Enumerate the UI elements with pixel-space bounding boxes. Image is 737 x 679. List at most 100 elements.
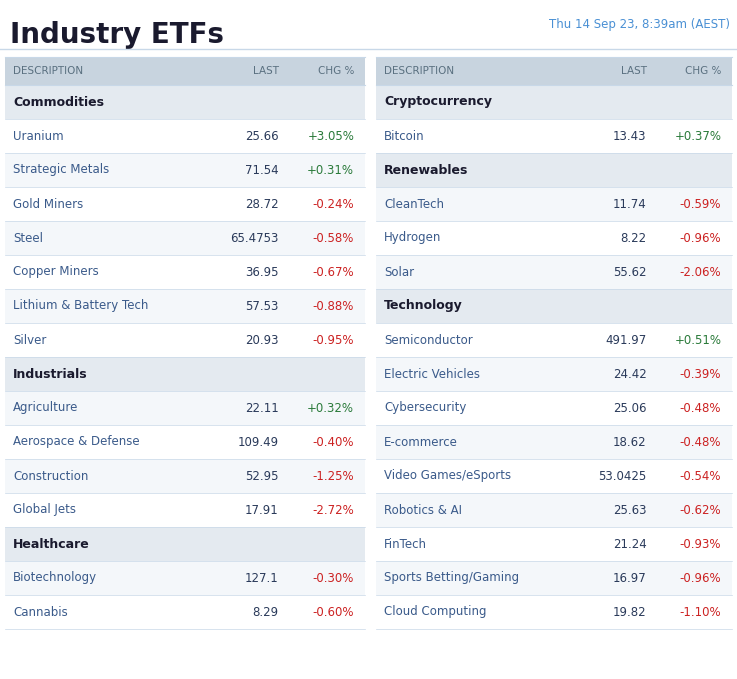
Bar: [376, 459, 732, 493]
Text: 53.0425: 53.0425: [598, 469, 646, 483]
Bar: [376, 187, 732, 221]
Text: Robotics & AI: Robotics & AI: [384, 504, 462, 517]
Text: Hydrogen: Hydrogen: [384, 232, 441, 244]
Text: 491.97: 491.97: [605, 333, 646, 346]
Text: LAST: LAST: [621, 66, 646, 76]
Text: -0.24%: -0.24%: [312, 198, 354, 210]
Text: 57.53: 57.53: [245, 299, 279, 312]
Text: -0.40%: -0.40%: [312, 435, 354, 449]
Text: Industry ETFs: Industry ETFs: [10, 21, 224, 49]
Text: +0.32%: +0.32%: [307, 401, 354, 414]
Bar: [376, 57, 732, 85]
Text: -0.60%: -0.60%: [312, 606, 354, 619]
Bar: [5, 221, 365, 255]
Bar: [376, 527, 732, 561]
Text: -0.95%: -0.95%: [312, 333, 354, 346]
Text: Strategic Metals: Strategic Metals: [13, 164, 109, 177]
Text: 21.24: 21.24: [612, 538, 646, 551]
Text: 127.1: 127.1: [245, 572, 279, 585]
Text: -0.59%: -0.59%: [680, 198, 722, 210]
Text: Cryptocurrency: Cryptocurrency: [384, 96, 492, 109]
Text: E-commerce: E-commerce: [384, 435, 458, 449]
Text: 36.95: 36.95: [245, 265, 279, 278]
Text: Cybersecurity: Cybersecurity: [384, 401, 467, 414]
Text: 11.74: 11.74: [612, 198, 646, 210]
Text: 24.42: 24.42: [612, 367, 646, 380]
Bar: [376, 255, 732, 289]
Text: Bitcoin: Bitcoin: [384, 130, 425, 143]
Text: Sports Betting/Gaming: Sports Betting/Gaming: [384, 572, 519, 585]
Bar: [5, 527, 365, 561]
Bar: [5, 425, 365, 459]
Bar: [5, 255, 365, 289]
Text: +0.37%: +0.37%: [674, 130, 722, 143]
Bar: [376, 153, 732, 187]
Bar: [5, 323, 365, 357]
Bar: [5, 85, 365, 119]
Text: Solar: Solar: [384, 265, 414, 278]
Text: Biotechnology: Biotechnology: [13, 572, 97, 585]
Text: Cloud Computing: Cloud Computing: [384, 606, 486, 619]
Text: 25.63: 25.63: [613, 504, 646, 517]
Text: -0.48%: -0.48%: [680, 401, 722, 414]
Text: CleanTech: CleanTech: [384, 198, 444, 210]
Text: -0.48%: -0.48%: [680, 435, 722, 449]
Text: 16.97: 16.97: [612, 572, 646, 585]
Bar: [5, 289, 365, 323]
Text: Aerospace & Defense: Aerospace & Defense: [13, 435, 139, 449]
Text: 25.06: 25.06: [613, 401, 646, 414]
Bar: [376, 119, 732, 153]
Bar: [5, 493, 365, 527]
Text: 8.22: 8.22: [621, 232, 646, 244]
Text: 8.29: 8.29: [253, 606, 279, 619]
Text: 13.43: 13.43: [613, 130, 646, 143]
Bar: [376, 595, 732, 629]
Bar: [5, 357, 365, 391]
Bar: [5, 561, 365, 595]
Text: Healthcare: Healthcare: [13, 538, 90, 551]
Text: DESCRIPTION: DESCRIPTION: [13, 66, 83, 76]
Text: -0.93%: -0.93%: [680, 538, 722, 551]
Text: -0.58%: -0.58%: [312, 232, 354, 244]
Bar: [376, 357, 732, 391]
Text: Commodities: Commodities: [13, 96, 104, 109]
Bar: [5, 153, 365, 187]
Bar: [5, 459, 365, 493]
Text: FinTech: FinTech: [384, 538, 427, 551]
Text: Electric Vehicles: Electric Vehicles: [384, 367, 480, 380]
Text: Gold Miners: Gold Miners: [13, 198, 83, 210]
Text: -0.39%: -0.39%: [680, 367, 722, 380]
Text: 109.49: 109.49: [237, 435, 279, 449]
Text: Semiconductor: Semiconductor: [384, 333, 472, 346]
Bar: [376, 221, 732, 255]
Text: 65.4753: 65.4753: [230, 232, 279, 244]
Text: Steel: Steel: [13, 232, 43, 244]
Bar: [5, 187, 365, 221]
Bar: [376, 85, 732, 119]
Text: -1.10%: -1.10%: [680, 606, 722, 619]
Text: Technology: Technology: [384, 299, 463, 312]
Text: Construction: Construction: [13, 469, 88, 483]
Text: -0.54%: -0.54%: [680, 469, 722, 483]
Text: -0.96%: -0.96%: [680, 572, 722, 585]
Text: CHG %: CHG %: [318, 66, 354, 76]
Bar: [376, 493, 732, 527]
Text: -0.96%: -0.96%: [680, 232, 722, 244]
Bar: [376, 561, 732, 595]
Text: Lithium & Battery Tech: Lithium & Battery Tech: [13, 299, 148, 312]
Text: -0.67%: -0.67%: [312, 265, 354, 278]
Text: Industrials: Industrials: [13, 367, 88, 380]
Bar: [5, 391, 365, 425]
Text: -2.72%: -2.72%: [312, 504, 354, 517]
Text: Agriculture: Agriculture: [13, 401, 78, 414]
Bar: [5, 119, 365, 153]
Text: -0.62%: -0.62%: [680, 504, 722, 517]
Text: 17.91: 17.91: [245, 504, 279, 517]
Text: Silver: Silver: [13, 333, 46, 346]
Text: 20.93: 20.93: [245, 333, 279, 346]
Text: LAST: LAST: [253, 66, 279, 76]
Bar: [5, 595, 365, 629]
Text: CHG %: CHG %: [685, 66, 722, 76]
Text: DESCRIPTION: DESCRIPTION: [384, 66, 454, 76]
Text: -0.30%: -0.30%: [312, 572, 354, 585]
